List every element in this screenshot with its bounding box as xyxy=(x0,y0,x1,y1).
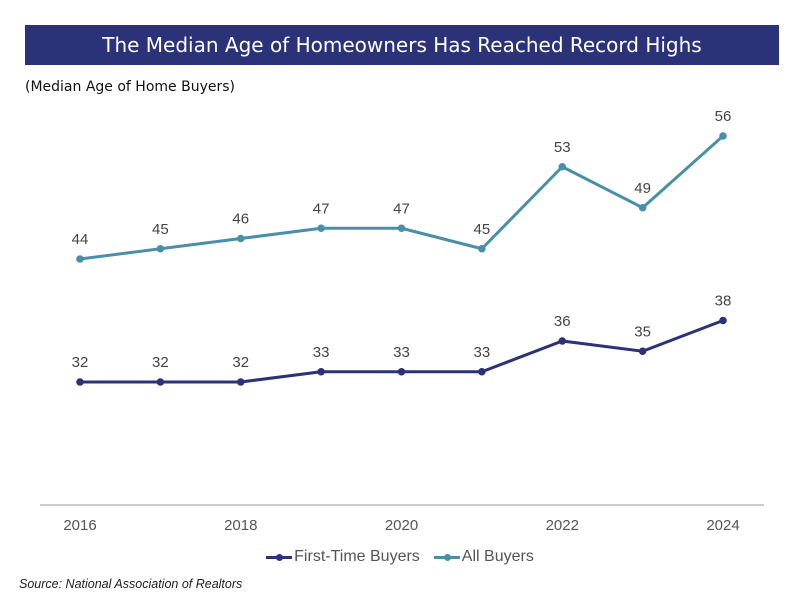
source-note: Source: National Association of Realtors xyxy=(19,577,243,591)
data-point-all-buyers xyxy=(317,224,325,233)
data-label-all-buyers: 44 xyxy=(72,231,89,248)
data-point-first-time-buyers xyxy=(558,337,567,345)
x-tick-label: 2022 xyxy=(546,517,579,534)
data-label-all-buyers: 47 xyxy=(393,200,410,217)
chart-subtitle: (Median Age of Home Buyers) xyxy=(25,79,235,95)
data-label-first-time-buyers: 33 xyxy=(474,344,491,361)
data-label-all-buyers: 47 xyxy=(313,200,330,217)
data-point-first-time-buyers xyxy=(397,367,406,376)
data-point-first-time-buyers xyxy=(76,378,84,386)
legend-item-first-time-buyers: First-Time Buyers xyxy=(266,548,420,566)
data-label-all-buyers: 46 xyxy=(232,211,249,228)
x-tick-label: 2016 xyxy=(63,517,96,534)
data-point-all-buyers xyxy=(76,255,84,263)
data-label-first-time-buyers: 32 xyxy=(232,354,249,371)
data-point-first-time-buyers xyxy=(719,316,727,325)
data-label-all-buyers: 53 xyxy=(554,139,571,156)
data-label-all-buyers: 56 xyxy=(715,108,732,125)
data-point-first-time-buyers xyxy=(156,378,165,386)
data-label-first-time-buyers: 32 xyxy=(152,354,169,371)
data-point-all-buyers xyxy=(558,162,567,171)
legend-swatch-all-buyers xyxy=(433,551,460,563)
data-label-first-time-buyers: 35 xyxy=(634,323,651,340)
x-tick-label: 2018 xyxy=(224,517,257,534)
data-label-first-time-buyers: 38 xyxy=(715,293,732,310)
x-tick-label: 2020 xyxy=(385,517,418,534)
legend-swatch-first-time-buyers xyxy=(266,551,293,563)
data-point-all-buyers xyxy=(156,244,165,253)
data-label-all-buyers: 45 xyxy=(474,221,491,238)
data-label-all-buyers: 45 xyxy=(152,221,169,238)
legend-label-all-buyers: All Buyers xyxy=(461,548,534,565)
data-point-all-buyers xyxy=(719,132,727,140)
data-point-all-buyers xyxy=(236,234,245,243)
chart-legend: First-Time Buyers All Buyers xyxy=(0,546,800,568)
data-label-first-time-buyers: 33 xyxy=(393,344,410,361)
data-point-all-buyers xyxy=(638,203,647,212)
legend-label-first-time-buyers: First-Time Buyers xyxy=(294,548,420,565)
data-label-all-buyers: 49 xyxy=(634,180,651,197)
chart-title-bar: The Median Age of Homeowners Has Reached… xyxy=(25,25,779,65)
data-point-all-buyers xyxy=(397,224,406,233)
data-label-first-time-buyers: 36 xyxy=(554,313,571,330)
data-point-first-time-buyers xyxy=(236,378,245,386)
data-point-all-buyers xyxy=(478,244,486,253)
chart-title: The Median Age of Homeowners Has Reached… xyxy=(102,33,702,57)
x-tick-label: 2024 xyxy=(706,517,739,534)
data-label-first-time-buyers: 33 xyxy=(313,344,330,361)
data-label-first-time-buyers: 32 xyxy=(72,354,89,371)
data-point-first-time-buyers xyxy=(478,367,486,376)
data-point-first-time-buyers xyxy=(317,367,325,376)
series-line-all-buyers xyxy=(79,134,724,261)
data-point-first-time-buyers xyxy=(638,347,647,356)
legend-item-all-buyers: All Buyers xyxy=(433,548,534,566)
